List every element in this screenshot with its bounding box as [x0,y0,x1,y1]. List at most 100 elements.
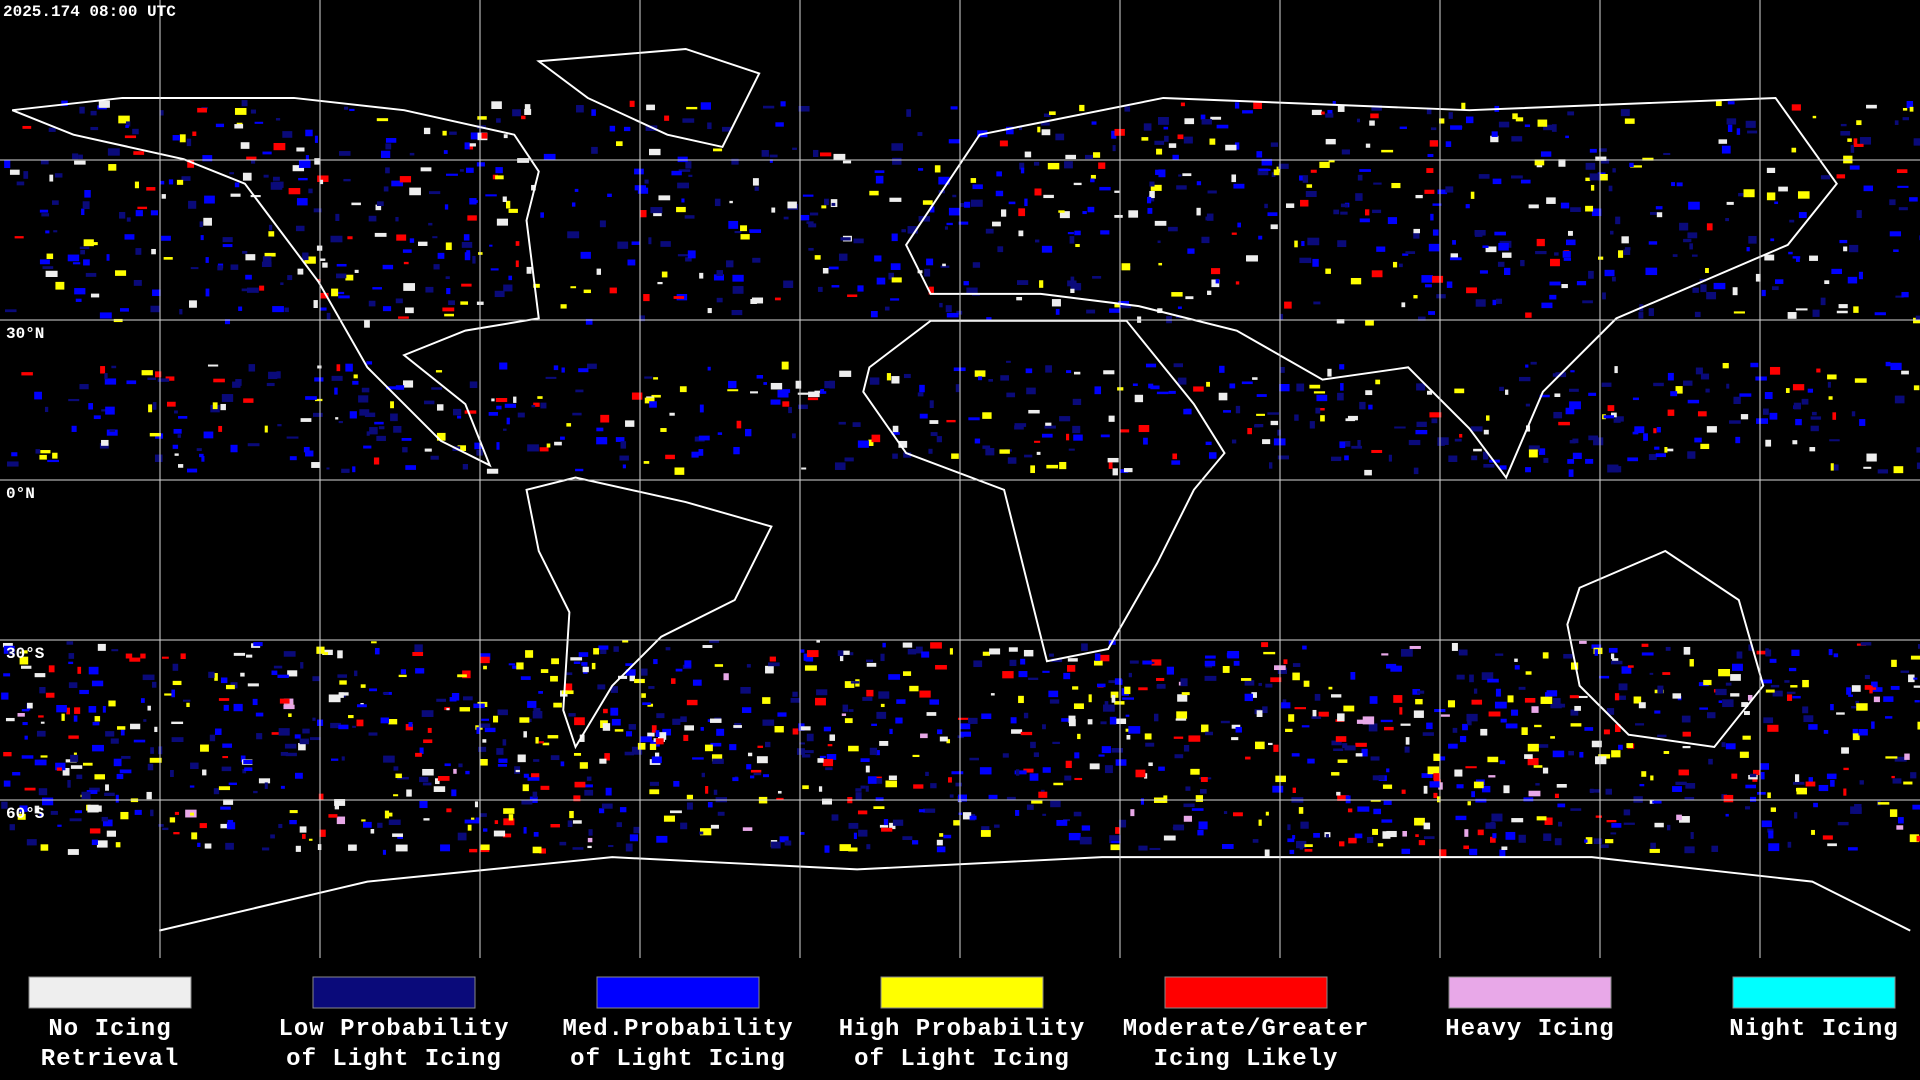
icing-pixel [1823,729,1829,734]
icing-pixel [740,225,748,232]
icing-pixel [573,795,581,802]
icing-pixel [50,810,58,815]
icing-pixel [451,692,460,701]
icing-pixel [1514,665,1520,670]
icing-pixel [1427,153,1434,158]
icing-pixel [343,178,351,182]
icing-pixel [1386,768,1390,773]
icing-pixel [1197,829,1204,836]
icing-pixel [660,428,667,432]
icing-pixel [337,674,348,678]
icing-pixel [1598,148,1607,152]
icing-pixel [1849,165,1860,170]
icing-pixel [1401,789,1406,794]
icing-pixel [853,238,864,244]
icing-pixel [1761,289,1766,297]
icing-pixel [1055,133,1065,141]
icing-pixel [874,170,885,174]
icing-pixel [950,106,958,110]
latitude-label: 60°S [6,805,45,823]
icing-pixel [626,731,633,737]
icing-pixel [1128,726,1141,734]
icing-pixel [1871,681,1878,688]
icing-pixel [100,366,106,374]
icing-pixel [1023,712,1029,719]
icing-pixel [432,236,438,239]
icing-pixel [929,206,935,213]
icing-pixel [1742,735,1751,740]
icing-pixel [1180,102,1185,107]
icing-pixel [1795,308,1808,311]
icing-pixel [497,709,508,716]
icing-pixel [627,259,636,266]
icing-pixel [930,432,938,437]
icing-pixel [1084,154,1094,160]
icing-pixel [1525,364,1529,368]
icing-pixel [1240,678,1252,681]
icing-pixel [1172,826,1185,830]
icing-pixel [892,425,899,433]
icing-pixel [771,841,781,849]
icing-pixel [415,668,425,674]
icing-pixel [1832,412,1837,420]
icing-pixel [39,259,50,265]
icing-pixel [1058,210,1065,213]
icing-pixel [1893,466,1904,474]
icing-pixel [891,277,902,283]
icing-pixel [792,691,798,697]
icing-pixel [920,733,928,739]
icing-pixel [1270,677,1282,683]
icing-pixel [1193,386,1204,392]
icing-pixel [494,820,499,825]
icing-pixel [401,438,412,441]
icing-pixel [731,309,743,316]
icing-pixel [1393,695,1403,703]
icing-pixel [598,808,605,814]
icing-pixel [1302,645,1307,650]
icing-pixel [1533,765,1543,768]
icing-pixel [649,781,659,786]
icing-pixel [1853,306,1859,313]
icing-pixel [1307,237,1320,246]
icing-pixel [345,363,353,372]
icing-pixel [1235,281,1240,285]
icing-pixel [1033,161,1040,166]
icing-pixel [1158,169,1166,178]
icing-pixel [791,433,796,439]
icing-pixel [1554,393,1561,398]
icing-pixel [978,376,983,381]
icing-pixel [1682,746,1691,749]
icing-pixel [622,640,629,643]
icing-pixel [449,697,457,702]
icing-pixel [817,286,823,292]
icing-pixel [898,440,908,448]
icing-pixel [903,373,911,379]
icing-pixel [575,389,584,393]
icing-pixel [1726,201,1734,205]
latitude-label: 30°N [6,325,44,343]
icing-pixel [1339,364,1345,370]
icing-pixel [1601,158,1610,164]
icing-pixel [374,647,380,655]
icing-pixel [502,196,507,202]
icing-pixel [221,394,234,402]
icing-pixel [1368,404,1373,410]
icing-pixel [1294,707,1306,710]
icing-pixel [318,793,324,800]
icing-pixel [446,808,452,813]
icing-pixel [1568,469,1574,477]
icing-pixel [1065,154,1077,160]
icing-pixel [272,176,280,181]
icing-pixel [1110,844,1120,851]
icing-pixel [1261,158,1273,166]
icing-pixel [223,704,229,711]
icing-pixel [891,233,898,242]
icing-pixel [1390,665,1402,672]
icing-pixel [336,273,347,279]
icing-pixel [869,747,878,755]
icing-pixel [1046,464,1059,469]
icing-pixel [736,420,742,429]
icing-pixel [1418,316,1426,321]
icing-pixel [289,810,298,814]
icing-pixel [314,135,318,143]
